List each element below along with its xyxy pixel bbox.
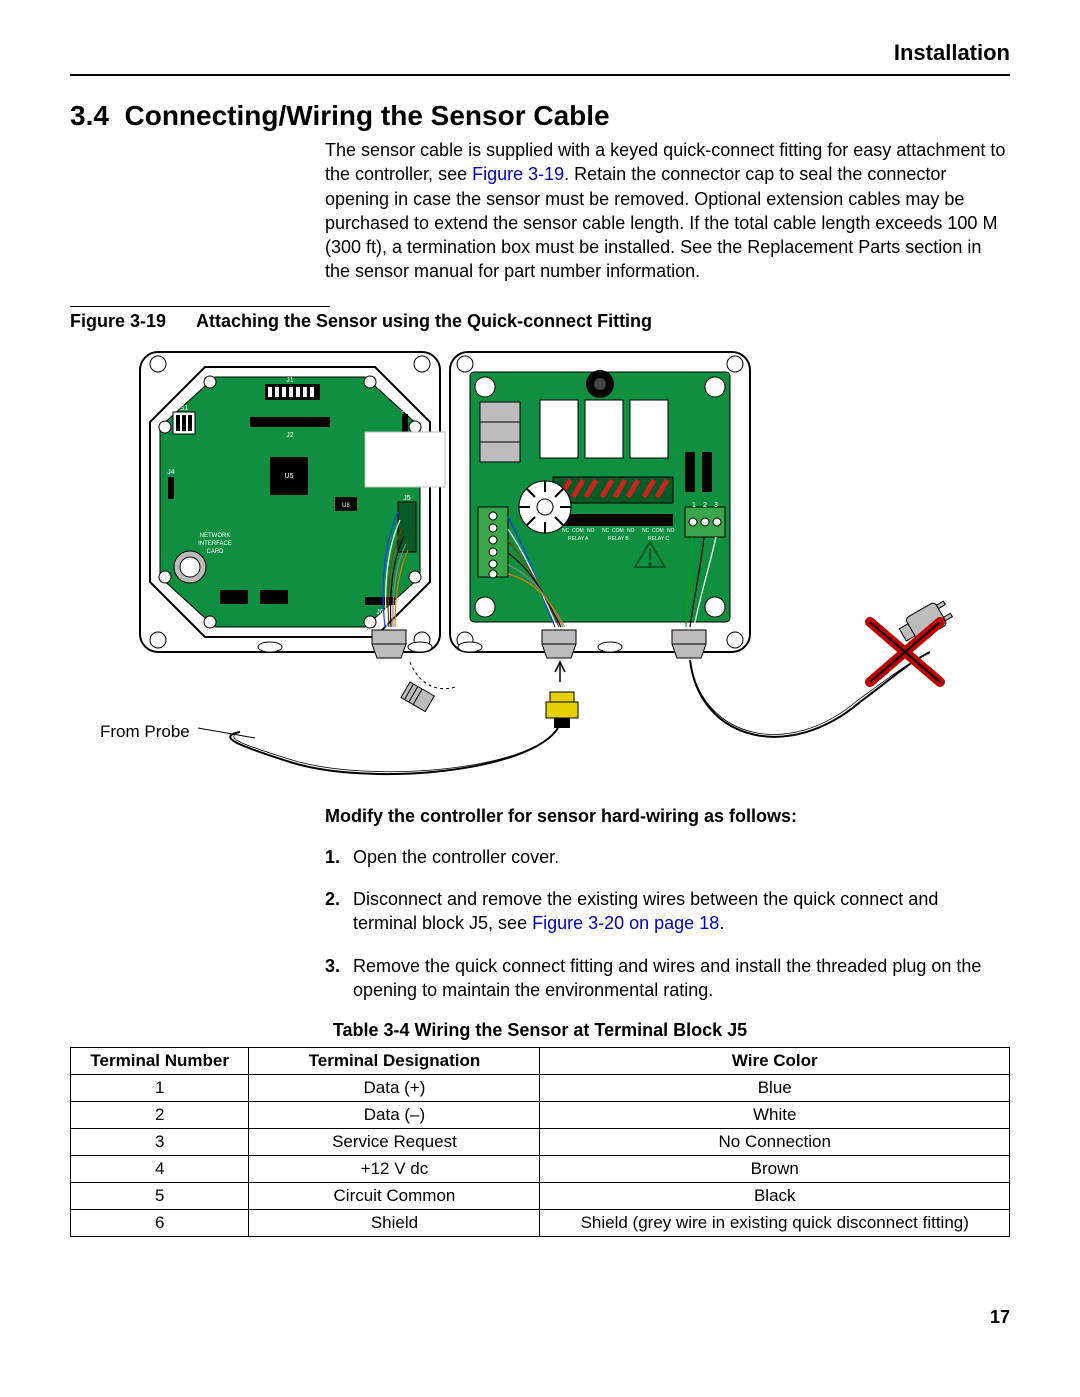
table-header-row: Terminal Number Terminal Designation Wir… bbox=[71, 1048, 1010, 1075]
section-title: 3.4 Connecting/Wiring the Sensor Cable bbox=[70, 100, 1010, 132]
table-row: 1Data (+)Blue bbox=[71, 1075, 1010, 1102]
table-row: 3Service RequestNo Connection bbox=[71, 1129, 1010, 1156]
svg-text:RELAY C: RELAY C bbox=[648, 536, 669, 542]
figure-rule bbox=[70, 306, 330, 307]
intro-paragraph: The sensor cable is supplied with a keye… bbox=[325, 138, 1010, 284]
header-rule bbox=[70, 74, 1010, 76]
table-cell: Blue bbox=[540, 1075, 1010, 1102]
table-cell: White bbox=[540, 1102, 1010, 1129]
table-cell: Shield (grey wire in existing quick disc… bbox=[540, 1210, 1010, 1237]
svg-text:RELAY A: RELAY A bbox=[568, 536, 589, 542]
table-cell: 4 bbox=[71, 1156, 249, 1183]
section-heading: Connecting/Wiring the Sensor Cable bbox=[125, 100, 610, 131]
svg-text:NC: NC bbox=[562, 528, 570, 534]
svg-text:J6: J6 bbox=[376, 609, 384, 616]
svg-text:NO: NO bbox=[587, 528, 595, 534]
section-number: 3.4 bbox=[70, 100, 109, 131]
table-caption: Table 3-4 Wiring the Sensor at Terminal … bbox=[70, 1020, 1010, 1041]
table-row: 2Data (–)White bbox=[71, 1102, 1010, 1129]
probe-label: From Probe bbox=[100, 722, 190, 742]
svg-text:J3: J3 bbox=[401, 407, 409, 414]
table-row: 5Circuit CommonBlack bbox=[71, 1183, 1010, 1210]
modify-heading: Modify the controller for sensor hard-wi… bbox=[325, 806, 1010, 827]
figure-link-2[interactable]: Figure 3-20 on page 18 bbox=[532, 913, 719, 933]
svg-text:J1: J1 bbox=[286, 377, 294, 384]
th-terminal-designation: Terminal Designation bbox=[249, 1048, 540, 1075]
table-cell: Service Request bbox=[249, 1129, 540, 1156]
svg-text:NO: NO bbox=[627, 528, 635, 534]
modify-steps: Open the controller cover. Disconnect an… bbox=[325, 845, 1010, 1002]
svg-text:COM: COM bbox=[612, 528, 624, 534]
svg-text:J2: J2 bbox=[286, 432, 294, 439]
table-cell: Circuit Common bbox=[249, 1183, 540, 1210]
table-cell: Data (+) bbox=[249, 1075, 540, 1102]
table-cell: 6 bbox=[71, 1210, 249, 1237]
table-row: 4+12 V dcBrown bbox=[71, 1156, 1010, 1183]
table-cell: Shield bbox=[249, 1210, 540, 1237]
svg-text:COM: COM bbox=[572, 528, 584, 534]
wiring-table: Terminal Number Terminal Designation Wir… bbox=[70, 1047, 1010, 1237]
table-cell: 2 bbox=[71, 1102, 249, 1129]
svg-text:CARD: CARD bbox=[206, 549, 224, 555]
table-cell: 5 bbox=[71, 1183, 249, 1210]
header-label: Installation bbox=[70, 40, 1010, 66]
table-cell: No Connection bbox=[540, 1129, 1010, 1156]
figure-link[interactable]: Figure 3-19 bbox=[472, 164, 564, 184]
svg-text:U5: U5 bbox=[285, 473, 294, 480]
table-row: 6ShieldShield (grey wire in existing qui… bbox=[71, 1210, 1010, 1237]
svg-text:RELAY B: RELAY B bbox=[608, 536, 629, 542]
svg-text:2: 2 bbox=[703, 502, 707, 509]
table-cell: Brown bbox=[540, 1156, 1010, 1183]
table-cell: Black bbox=[540, 1183, 1010, 1210]
svg-text:NC: NC bbox=[642, 528, 650, 534]
svg-text:J4: J4 bbox=[167, 469, 175, 476]
svg-text:J5: J5 bbox=[403, 495, 411, 502]
page-number: 17 bbox=[70, 1307, 1010, 1328]
svg-text:S1: S1 bbox=[180, 405, 189, 412]
svg-text:3: 3 bbox=[714, 502, 718, 509]
table-cell: 3 bbox=[71, 1129, 249, 1156]
figure-caption-text: Attaching the Sensor using the Quick-con… bbox=[196, 311, 652, 331]
svg-text:NETWORK: NETWORK bbox=[200, 533, 231, 539]
figure-caption: Figure 3-19 Attaching the Sensor using th… bbox=[70, 311, 1010, 332]
table-cell: Data (–) bbox=[249, 1102, 540, 1129]
table-cell: 1 bbox=[71, 1075, 249, 1102]
figure-number: Figure 3-19 bbox=[70, 311, 166, 331]
svg-text:NC: NC bbox=[602, 528, 610, 534]
th-wire-color: Wire Color bbox=[540, 1048, 1010, 1075]
step-2: Disconnect and remove the existing wires… bbox=[325, 887, 990, 936]
svg-text:INTERFACE: INTERFACE bbox=[198, 541, 232, 547]
svg-text:NO: NO bbox=[667, 528, 675, 534]
wiring-diagram: J1 S1 J2 J3 U5 U8 J4 bbox=[110, 342, 970, 792]
svg-text:COM: COM bbox=[652, 528, 664, 534]
step-3: Remove the quick connect fitting and wir… bbox=[325, 954, 990, 1003]
table-cell: +12 V dc bbox=[249, 1156, 540, 1183]
svg-text:1: 1 bbox=[692, 502, 696, 509]
step-1: Open the controller cover. bbox=[325, 845, 990, 869]
svg-text:U8: U8 bbox=[342, 503, 350, 509]
th-terminal-number: Terminal Number bbox=[71, 1048, 249, 1075]
